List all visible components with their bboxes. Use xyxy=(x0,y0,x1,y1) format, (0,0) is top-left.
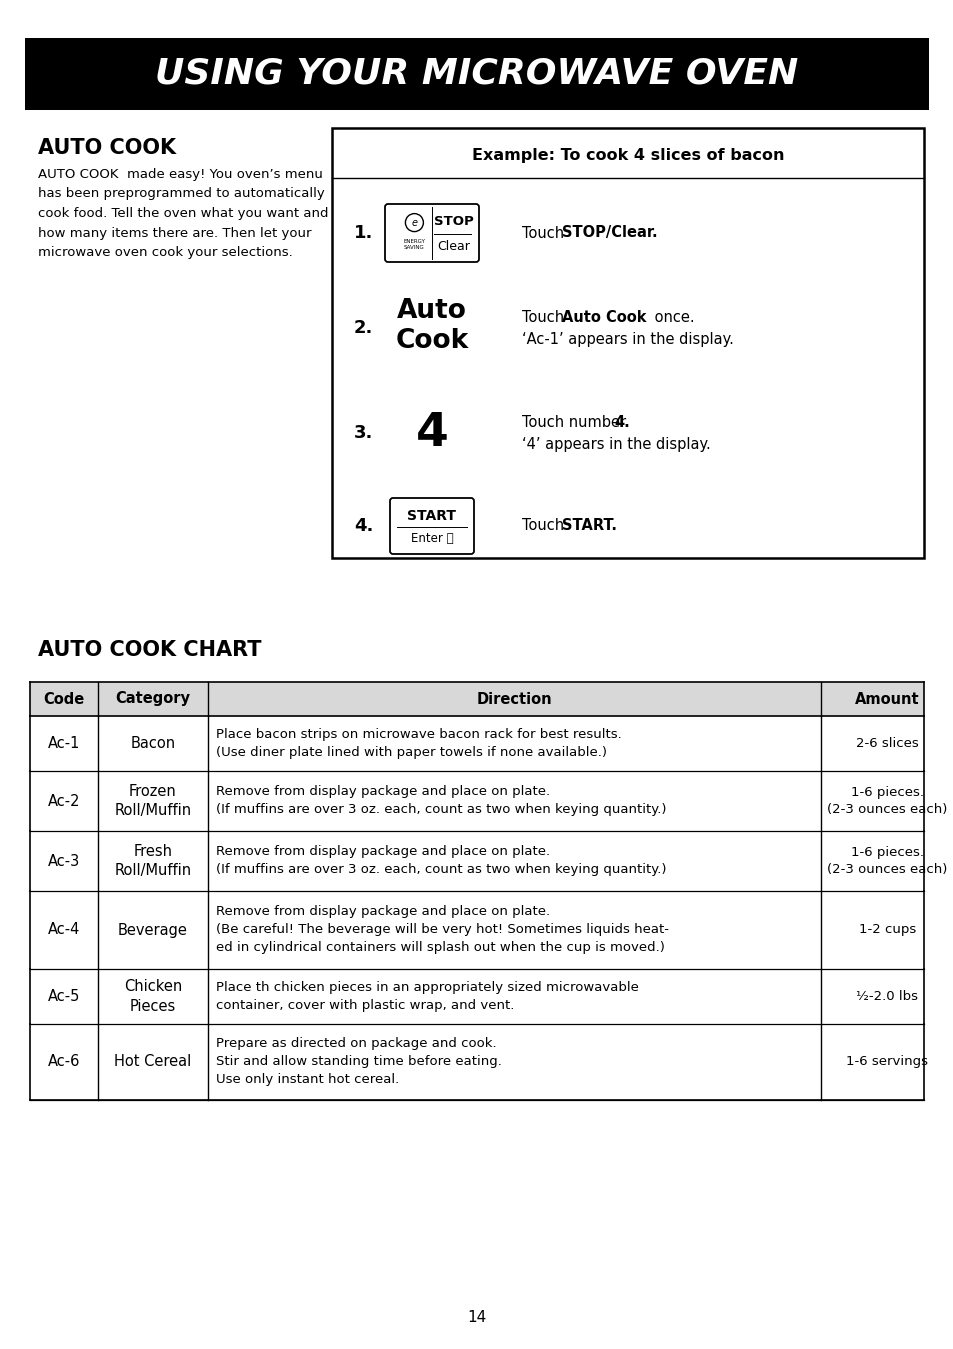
Bar xyxy=(30,1024,923,1099)
Text: Touch: Touch xyxy=(521,310,568,325)
Bar xyxy=(30,772,923,831)
Bar xyxy=(30,683,923,716)
Bar xyxy=(30,716,923,772)
Text: AUTO COOK  made easy! You oven’s menu
has been preprogrammed to automatically
co: AUTO COOK made easy! You oven’s menu has… xyxy=(38,169,328,259)
Bar xyxy=(25,38,928,111)
Text: Frozen
Roll/Muffin: Frozen Roll/Muffin xyxy=(114,784,192,819)
Text: 2.: 2. xyxy=(354,318,373,337)
FancyBboxPatch shape xyxy=(385,204,478,262)
Text: AUTO COOK: AUTO COOK xyxy=(38,138,176,158)
Text: Prepare as directed on package and cook.
Stir and allow standing time before eat: Prepare as directed on package and cook.… xyxy=(215,1037,501,1086)
Text: AUTO COOK CHART: AUTO COOK CHART xyxy=(38,639,261,660)
Text: Hot Cereal: Hot Cereal xyxy=(114,1055,192,1070)
Text: Remove from display package and place on plate.
(If muffins are over 3 oz. each,: Remove from display package and place on… xyxy=(215,846,666,877)
Text: Ac-1: Ac-1 xyxy=(48,737,80,751)
Text: Enter Ⓒ: Enter Ⓒ xyxy=(410,532,453,545)
Text: Ac-5: Ac-5 xyxy=(48,989,80,1004)
Text: Remove from display package and place on plate.
(If muffins are over 3 oz. each,: Remove from display package and place on… xyxy=(215,785,666,816)
Text: e: e xyxy=(411,217,417,228)
Text: START: START xyxy=(407,509,456,523)
Text: once.: once. xyxy=(649,310,694,325)
Text: ‘Ac-1’ appears in the display.: ‘Ac-1’ appears in the display. xyxy=(521,332,733,347)
Text: Chicken
Pieces: Chicken Pieces xyxy=(124,979,182,1014)
FancyBboxPatch shape xyxy=(390,498,474,554)
Bar xyxy=(30,890,923,969)
Text: Direction: Direction xyxy=(476,692,552,707)
Text: STOP: STOP xyxy=(434,214,474,228)
Text: Bacon: Bacon xyxy=(131,737,175,751)
Text: 2-6 slices: 2-6 slices xyxy=(855,737,918,750)
Text: ENERGY
SAVING: ENERGY SAVING xyxy=(403,239,425,250)
Text: Fresh
Roll/Muffin: Fresh Roll/Muffin xyxy=(114,843,192,878)
Text: Ac-6: Ac-6 xyxy=(48,1055,80,1070)
Text: STOP/Clear.: STOP/Clear. xyxy=(561,225,657,240)
Text: Touch number: Touch number xyxy=(521,415,630,430)
Text: 1-6 servings: 1-6 servings xyxy=(845,1055,927,1068)
Bar xyxy=(332,128,923,558)
Text: ½-2.0 lbs: ½-2.0 lbs xyxy=(856,990,918,1004)
Text: 4: 4 xyxy=(416,410,448,456)
Text: Amount: Amount xyxy=(854,692,919,707)
Text: START.: START. xyxy=(561,518,617,533)
Text: 1.: 1. xyxy=(354,224,373,241)
Text: 3.: 3. xyxy=(354,424,373,442)
Text: ‘4’ appears in the display.: ‘4’ appears in the display. xyxy=(521,437,710,452)
Text: Category: Category xyxy=(115,692,191,707)
Text: USING YOUR MICROWAVE OVEN: USING YOUR MICROWAVE OVEN xyxy=(155,57,798,90)
Text: Place th chicken pieces in an appropriately sized microwavable
container, cover : Place th chicken pieces in an appropriat… xyxy=(215,981,639,1012)
Text: Touch: Touch xyxy=(521,225,568,240)
Text: Beverage: Beverage xyxy=(118,923,188,938)
Text: 14: 14 xyxy=(467,1310,486,1326)
Text: 4.: 4. xyxy=(354,517,373,536)
Text: Ac-3: Ac-3 xyxy=(48,854,80,869)
Text: Auto Cook: Auto Cook xyxy=(561,310,646,325)
Text: 1-6 pieces.
(2-3 ounces each): 1-6 pieces. (2-3 ounces each) xyxy=(826,786,946,816)
Bar xyxy=(30,831,923,890)
Text: 1-6 pieces.
(2-3 ounces each): 1-6 pieces. (2-3 ounces each) xyxy=(826,846,946,876)
Text: Ac-4: Ac-4 xyxy=(48,923,80,938)
Text: 4.: 4. xyxy=(614,415,629,430)
Text: Auto
Cook: Auto Cook xyxy=(395,298,468,353)
Text: 1-2 cups: 1-2 cups xyxy=(858,924,915,936)
Text: Ac-2: Ac-2 xyxy=(48,793,80,808)
Bar xyxy=(30,969,923,1024)
Text: Touch: Touch xyxy=(521,518,568,533)
Text: Remove from display package and place on plate.
(Be careful! The beverage will b: Remove from display package and place on… xyxy=(215,905,668,955)
Text: Code: Code xyxy=(43,692,85,707)
Text: Place bacon strips on microwave bacon rack for best results.
(Use diner plate li: Place bacon strips on microwave bacon ra… xyxy=(215,728,621,759)
Text: Clear: Clear xyxy=(437,240,470,252)
Text: Example: To cook 4 slices of bacon: Example: To cook 4 slices of bacon xyxy=(471,148,783,163)
